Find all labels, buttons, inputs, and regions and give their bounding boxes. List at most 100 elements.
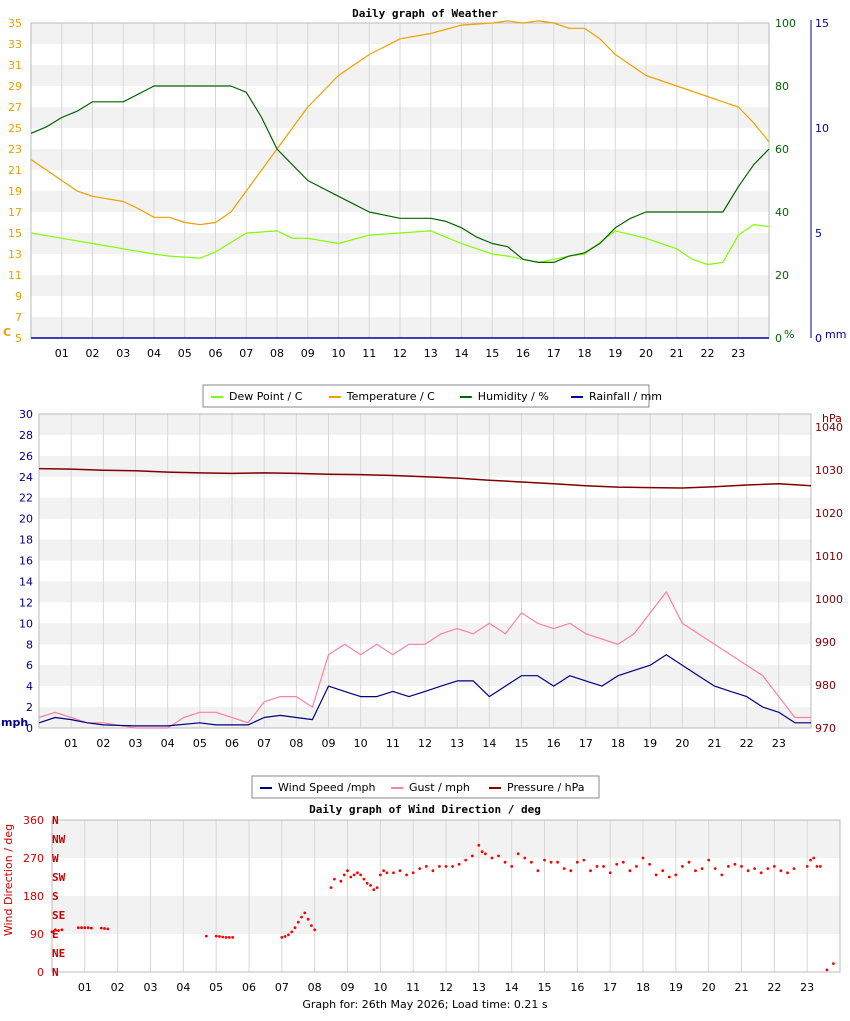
wind-direction-point — [681, 865, 684, 868]
y-right-tick: 1020 — [815, 507, 843, 520]
x-tick-label: 04 — [176, 981, 190, 994]
x-tick-label: 08 — [270, 347, 284, 360]
wind-direction-point — [57, 929, 60, 932]
x-tick-label: 20 — [702, 981, 716, 994]
x-tick-label: 07 — [275, 981, 289, 994]
wind-direction-point — [766, 867, 770, 870]
y-left-tick: 7 — [15, 311, 22, 324]
x-tick-label: 03 — [129, 737, 143, 750]
x-tick-label: 07 — [257, 737, 271, 750]
x-tick-label: 14 — [482, 737, 496, 750]
wind-direction-point — [221, 935, 225, 939]
y-left-tick: 29 — [8, 80, 22, 93]
wind-direction-point — [356, 871, 359, 875]
wind-direction-point — [772, 865, 776, 868]
x-tick-label: 06 — [225, 737, 239, 750]
x-tick-label: 09 — [301, 347, 315, 360]
wind-direction-point — [740, 865, 743, 868]
x-tick-label: 19 — [669, 981, 683, 994]
wind-direction-point — [352, 873, 356, 877]
wind-direction-point — [346, 869, 349, 873]
wind-direction-point — [444, 865, 448, 868]
wind-direction-point — [687, 860, 691, 864]
wind-direction-point — [523, 856, 527, 860]
x-tick-label: 13 — [450, 737, 464, 750]
x-tick-label: 18 — [636, 981, 650, 994]
wind-direction-point — [438, 865, 441, 868]
wind-direction-point — [615, 862, 619, 866]
wind-direction-point — [792, 867, 796, 870]
wind-direction-point — [516, 852, 520, 856]
x-tick-label: 21 — [708, 737, 722, 750]
wind-direction-point — [365, 881, 369, 885]
wind-direction-point — [83, 926, 87, 930]
wind-direction-point — [53, 928, 57, 932]
wind-direction-point — [713, 867, 717, 870]
wind-direction-point — [635, 865, 638, 868]
y-right-humidity-tick: 80 — [775, 80, 789, 93]
x-tick-label: 20 — [639, 347, 653, 360]
x-tick-label: 18 — [578, 347, 592, 360]
wind-direction-point — [306, 917, 310, 921]
x-tick-label: 23 — [800, 981, 814, 994]
wind-direction-point — [218, 935, 221, 938]
y-right-tick: 1030 — [815, 464, 843, 477]
humidity-line — [30, 85, 770, 263]
x-tick-label: 12 — [418, 737, 432, 750]
wind-direction-point — [575, 860, 579, 864]
wind-direction-point — [86, 926, 90, 930]
wind-direction-point — [556, 860, 559, 864]
wind-direction-point — [227, 936, 231, 939]
y-left-tick: 6 — [26, 659, 33, 672]
y-left-tick: 17 — [8, 206, 22, 219]
legend-box — [202, 384, 650, 408]
wind-direction-point — [392, 871, 395, 875]
wind-direction-point — [825, 968, 829, 972]
y-left-tick: 30 — [19, 408, 33, 421]
wind-direction-point — [470, 854, 474, 858]
wind-direction-point — [595, 865, 599, 868]
y-compass-label: NE — [52, 947, 65, 960]
y-right-rain-unit: mm — [825, 328, 846, 341]
y-compass-label: W — [52, 852, 59, 865]
wind-direction-point — [418, 867, 422, 870]
x-tick-label: 15 — [485, 347, 499, 360]
x-tick-label: 22 — [767, 981, 781, 994]
x-tick-label: 15 — [538, 981, 552, 994]
wind-direction-point — [398, 869, 402, 873]
x-tick-label: 11 — [406, 981, 420, 994]
y-right-unit: hPa — [822, 412, 842, 425]
y-compass-label: E — [52, 928, 59, 941]
wind-direction-point — [369, 884, 372, 887]
y-left-tick: 21 — [8, 164, 22, 177]
wind-direction-point — [313, 928, 317, 932]
y-right-tick: 980 — [815, 679, 836, 692]
plot-frame — [51, 819, 841, 973]
x-tick-label: 14 — [455, 347, 469, 360]
x-tick-label: 19 — [643, 737, 657, 750]
x-tick-label: 01 — [64, 737, 78, 750]
wind-direction-point — [103, 927, 106, 930]
gust-line — [38, 591, 811, 729]
y-tick: 0 — [37, 966, 44, 979]
wind-direction-point — [80, 926, 83, 930]
y-right-tick: 970 — [815, 722, 836, 735]
x-tick-label: 16 — [516, 347, 530, 360]
wind-direction-point — [707, 858, 711, 862]
x-tick-label: 23 — [772, 737, 786, 750]
wind-direction-point — [349, 875, 353, 879]
y-right-humidity-tick: 100 — [775, 17, 796, 30]
x-tick-label: 06 — [242, 981, 256, 994]
x-tick-label: 05 — [178, 347, 192, 360]
y-right-rain-tick: 10 — [815, 122, 829, 135]
wind-direction-point — [700, 867, 704, 870]
x-tick-label: 14 — [505, 981, 519, 994]
x-tick-label: 22 — [701, 347, 715, 360]
y-compass-label: NW — [52, 833, 66, 846]
wind-direction-point — [372, 888, 376, 892]
pressure-line — [38, 467, 812, 489]
wind-direction-point — [641, 856, 645, 860]
y-left-tick: 0 — [26, 722, 33, 735]
x-tick-label: 21 — [735, 981, 749, 994]
y-left-tick: 15 — [8, 227, 22, 240]
